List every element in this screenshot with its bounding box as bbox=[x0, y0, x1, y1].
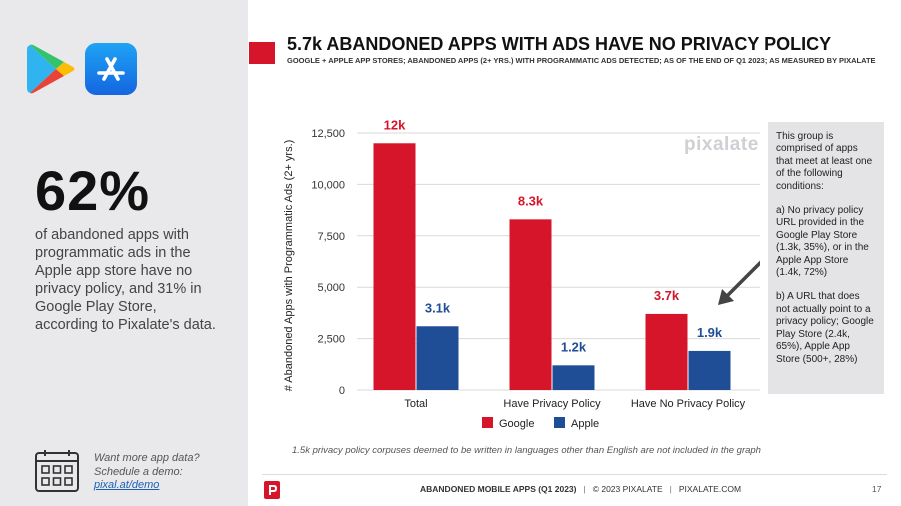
footer-divider bbox=[262, 474, 887, 475]
bar-apple bbox=[416, 326, 459, 390]
page-number: 17 bbox=[872, 484, 882, 494]
footer-separator: | bbox=[583, 484, 586, 494]
y-tick-label: 2,500 bbox=[317, 334, 345, 346]
page-subtitle: GOOGLE + APPLE APP STORES; ABANDONED APP… bbox=[287, 56, 876, 65]
footer-report-label: ABANDONED MOBILE APPS (Q1 2023) bbox=[420, 484, 577, 494]
footnote: 1.5k privacy policy corpuses deemed to b… bbox=[292, 445, 761, 456]
data-label: 1.9k bbox=[697, 325, 723, 340]
bar-google bbox=[509, 219, 552, 390]
data-label: 3.1k bbox=[425, 300, 451, 315]
y-tick-label: 0 bbox=[339, 385, 345, 397]
app-store-icon bbox=[85, 43, 137, 95]
bar-apple bbox=[688, 350, 731, 390]
legend-swatch-apple bbox=[554, 417, 565, 428]
callout-box: This group is comprised of apps that mee… bbox=[768, 122, 884, 394]
pixalate-watermark: pixalate bbox=[684, 134, 759, 155]
demo-link[interactable]: pixal.at/demo bbox=[94, 479, 160, 491]
x-tick-label: Have Privacy Policy bbox=[503, 398, 601, 410]
footer-separator: | bbox=[669, 484, 672, 494]
callout-arrow bbox=[723, 260, 760, 300]
calendar-icon bbox=[35, 450, 79, 492]
pixalate-logo-icon bbox=[264, 481, 280, 499]
footer-text: ABANDONED MOBILE APPS (Q1 2023) | © 2023 P… bbox=[420, 484, 741, 494]
data-label: 1.2k bbox=[561, 339, 587, 354]
bar-google bbox=[645, 313, 688, 390]
title-accent-bar bbox=[249, 42, 275, 64]
data-label: 3.7k bbox=[654, 288, 680, 303]
y-tick-label: 7,500 bbox=[317, 231, 345, 243]
callout-condition-b: b) A URL that does not actually point to… bbox=[776, 291, 874, 365]
left-panel: 62% of abandoned apps with programmatic … bbox=[0, 0, 248, 506]
page-title: 5.7k ABANDONED APPS WITH ADS HAVE NO PRI… bbox=[287, 34, 832, 54]
callout-intro: This group is comprised of apps that mee… bbox=[776, 131, 873, 192]
demo-promo: Want more app data? Schedule a demo: pix… bbox=[34, 448, 200, 494]
data-label: 8.3k bbox=[518, 193, 544, 208]
store-icons bbox=[26, 42, 137, 96]
legend-label: Apple bbox=[571, 418, 599, 430]
footer-site: PIXALATE.COM bbox=[678, 484, 742, 494]
x-tick-label: Total bbox=[404, 398, 427, 410]
bar-apple bbox=[552, 365, 595, 390]
x-tick-label: Have No Privacy Policy bbox=[631, 398, 746, 410]
bar-chart: 0 2,500 5,000 7,500 10,000 12,500 # Abandoned … bbox=[283, 117, 760, 430]
y-tick-label: 12,500 bbox=[311, 128, 345, 140]
legend-swatch-google bbox=[482, 417, 493, 428]
callout-arrow-head bbox=[718, 289, 734, 305]
demo-line-1: Want more app data? bbox=[94, 452, 200, 464]
google-play-icon bbox=[27, 44, 75, 94]
legend-label: Google bbox=[499, 418, 534, 430]
y-tick-label: 10,000 bbox=[311, 179, 345, 191]
bar-google bbox=[373, 143, 416, 390]
key-stat: 62% bbox=[35, 159, 151, 222]
data-label: 12k bbox=[384, 117, 406, 132]
y-tick-label: 5,000 bbox=[317, 282, 345, 294]
callout-condition-a: a) No privacy policy URL provided in the… bbox=[776, 205, 869, 279]
footer-copyright: © 2023 PIXALATE bbox=[592, 484, 663, 494]
y-axis-label: # Abandoned Apps with Programmatic Ads (… bbox=[283, 140, 295, 392]
key-stat-description: of abandoned apps with programmatic ads … bbox=[35, 227, 216, 333]
demo-line-2: Schedule a demo: bbox=[94, 465, 183, 478]
